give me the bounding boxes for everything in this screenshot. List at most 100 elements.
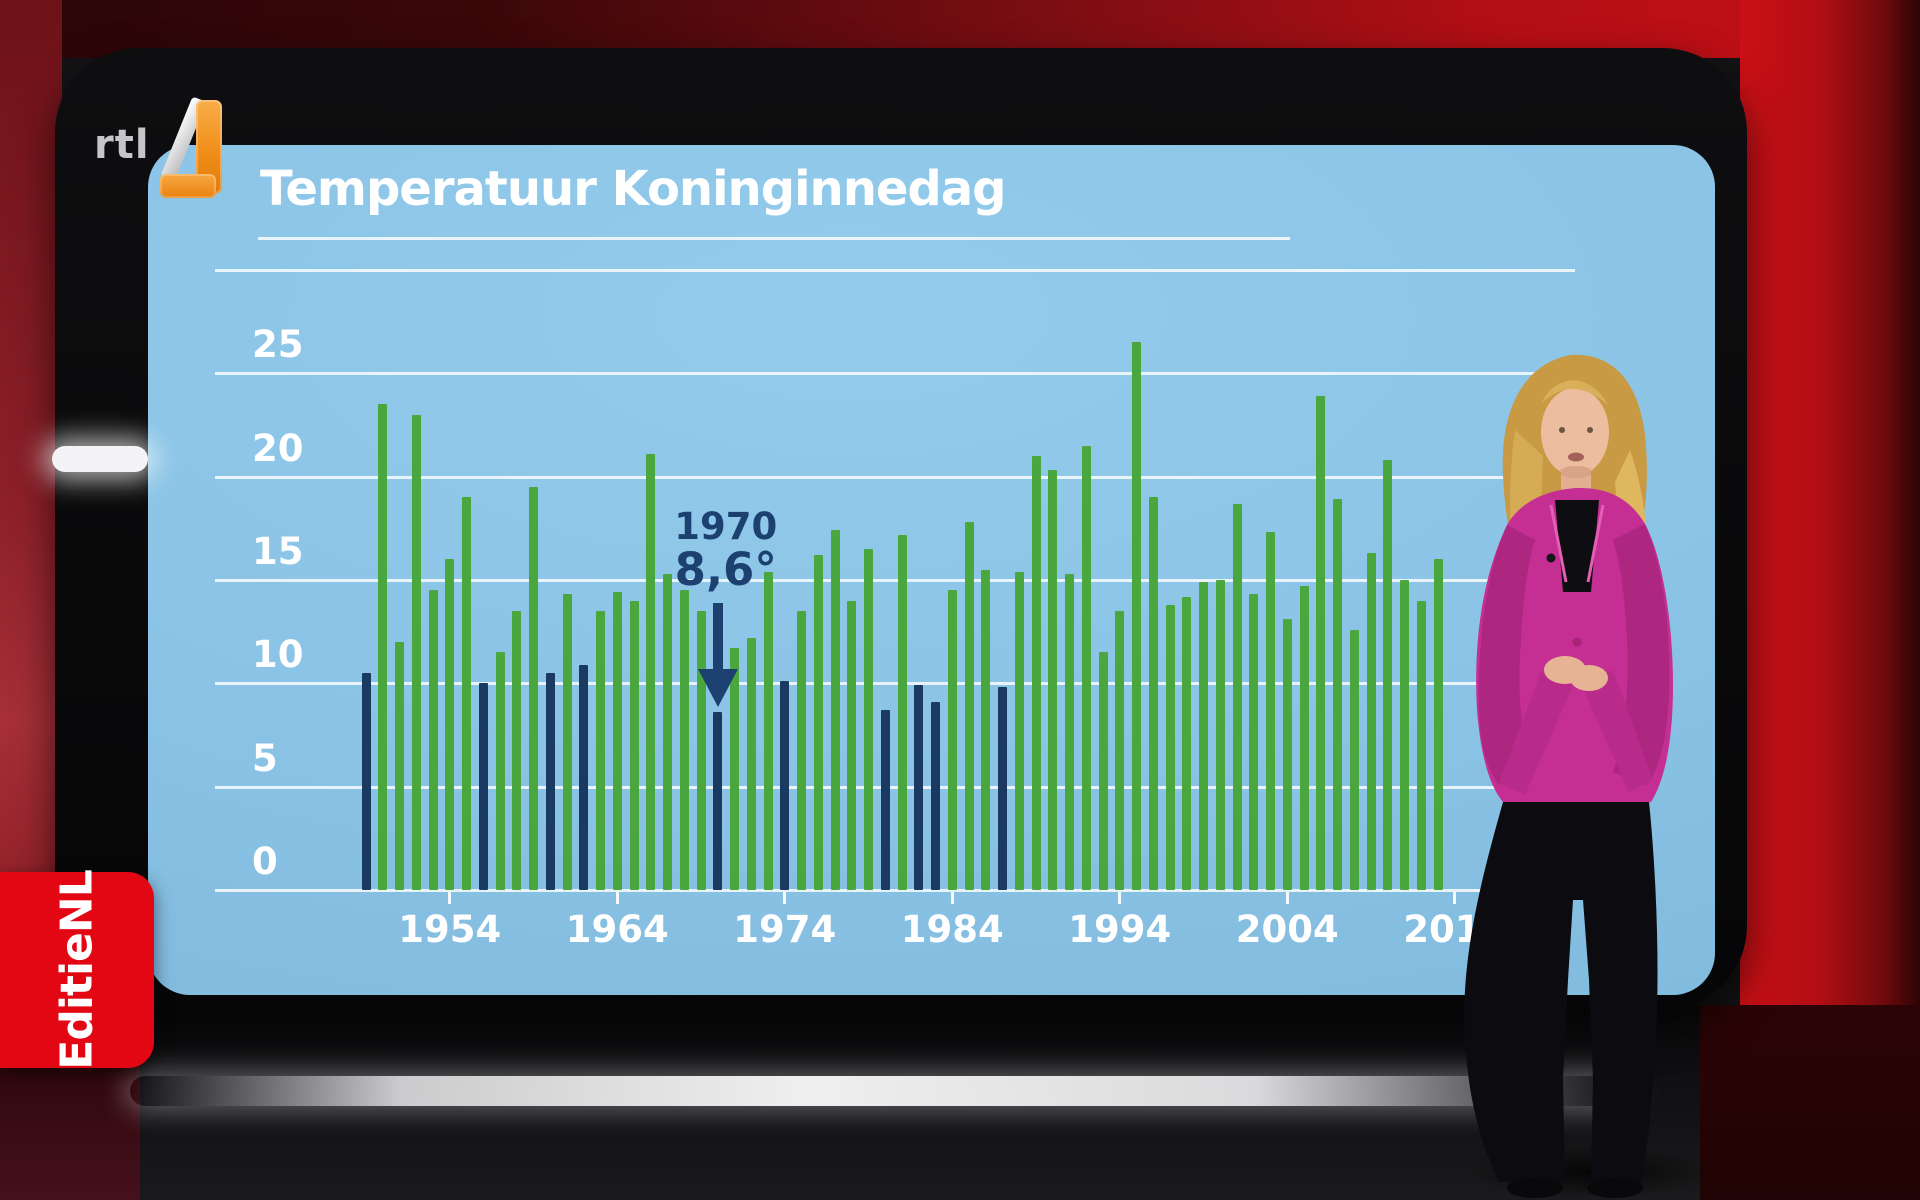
- x-axis-tick: [1453, 892, 1457, 904]
- temperature-bar: [512, 610, 522, 890]
- temperature-bar: [545, 672, 555, 890]
- temperature-bar: [696, 610, 706, 890]
- annotation-down-arrow-icon: [696, 603, 740, 711]
- temperature-bar: [1366, 553, 1376, 890]
- set-light-slit: [52, 446, 148, 472]
- chart-gridline: [215, 889, 1575, 892]
- temperature-bar: [947, 590, 957, 890]
- x-axis-tick: [950, 892, 954, 904]
- presenter-eye-right: [1587, 427, 1593, 433]
- temperature-bar: [931, 701, 940, 890]
- temperature-bar: [1400, 579, 1409, 890]
- temperature-bar: [1433, 559, 1443, 890]
- temperature-bar: [378, 404, 388, 890]
- temperature-bar: [529, 486, 538, 890]
- chart-gridline: [215, 578, 1575, 582]
- presenter-face: [1541, 388, 1609, 476]
- temperature-bar: [495, 652, 505, 890]
- temperature-bar: [445, 559, 455, 890]
- temperature-bar: [1148, 497, 1158, 890]
- presenter-shoe-right: [1587, 1178, 1643, 1198]
- temperature-bar: [813, 555, 823, 890]
- x-axis-label: 1954: [398, 908, 502, 951]
- presenter-blazer-button: [1572, 637, 1582, 647]
- temperature-bar: [462, 497, 471, 890]
- temperature-bar: [1115, 610, 1125, 890]
- temperature-bar: [847, 600, 857, 890]
- rtl4-digit-icon: [160, 96, 224, 200]
- chart-title: Temperatuur Koninginnedag: [260, 161, 1007, 217]
- x-axis-tick: [615, 892, 619, 904]
- temperature-bar: [780, 681, 790, 890]
- presenter-blazer-vneck: [1555, 500, 1599, 592]
- presenter-forearm-right: [1581, 670, 1653, 792]
- temperature-bar: [1249, 594, 1259, 890]
- videowall-screen: Temperatuur Koninginnedag 0 5 10 15 20 25 1954…: [148, 145, 1715, 995]
- temperature-bar: [1132, 342, 1141, 890]
- temperature-bar: [428, 590, 438, 890]
- x-axis-label: 1974: [733, 908, 837, 951]
- temperature-bar: [914, 685, 924, 890]
- presenter-arm-left: [1478, 525, 1535, 785]
- temperature-bar: [1282, 619, 1292, 890]
- temperature-bar: [1316, 396, 1326, 890]
- presenter-trousers: [1464, 802, 1658, 1182]
- presenter-microphone-icon: [1546, 553, 1556, 563]
- annotation-year-label: 1970: [674, 505, 778, 548]
- x-axis-label: 2004: [1235, 908, 1339, 951]
- presenter-chin-shadow: [1559, 466, 1593, 478]
- temperature-bar: [562, 594, 572, 890]
- temperature-bar: [1333, 499, 1342, 890]
- temperature-bar: [981, 569, 991, 890]
- temperature-bar: [1014, 571, 1024, 890]
- temperature-bar: [797, 610, 806, 890]
- presenter-lapel-right: [1586, 504, 1605, 583]
- temperature-bar: [897, 534, 907, 890]
- temperature-bar: [746, 637, 756, 890]
- temperature-bar: [1165, 604, 1175, 890]
- temperature-bar: [830, 530, 840, 890]
- y-axis-label: 20: [252, 426, 304, 470]
- editienl-badge: EditieNL: [0, 870, 154, 1070]
- temperature-bar: [629, 600, 639, 890]
- floor-light-strip: [130, 1076, 1630, 1106]
- temperature-bar: [730, 648, 739, 890]
- y-axis-label: 25: [252, 323, 304, 367]
- rtl4-horizontal-bar: [160, 174, 216, 198]
- studio-red-wall: [1740, 0, 1920, 1140]
- chart-gridline: [215, 682, 1575, 686]
- temperature-bar: [1065, 573, 1074, 890]
- temperature-bar: [1098, 652, 1108, 890]
- temperature-bar: [1031, 455, 1041, 890]
- temperature-bar: [612, 592, 622, 890]
- temperature-bar: [763, 571, 773, 890]
- temperature-bar: [596, 610, 605, 890]
- presenter-fringe: [1542, 380, 1608, 405]
- temperature-bar: [964, 522, 974, 890]
- presenter: [1464, 354, 1673, 1198]
- x-axis-label: 1994: [1068, 908, 1172, 951]
- temperature-bar: [679, 590, 689, 890]
- y-axis-label: 15: [252, 529, 304, 573]
- presenter-mouth: [1568, 452, 1584, 462]
- floor-red-reflection-right: [1700, 1005, 1920, 1200]
- temperature-bar: [663, 573, 672, 890]
- temperature-bar: [1266, 532, 1275, 890]
- temperature-bar: [646, 453, 656, 890]
- temperature-bar: [1081, 445, 1091, 890]
- temperature-bar: [864, 548, 873, 890]
- temperature-bar: [1199, 582, 1208, 890]
- presenter-shoe-left: [1507, 1178, 1563, 1198]
- title-underline: [258, 237, 1290, 240]
- presenter-forearm-left: [1499, 672, 1573, 795]
- presenter-eye-left: [1559, 427, 1565, 433]
- temperature-bar: [579, 664, 589, 890]
- chart-gridline: [215, 785, 1575, 789]
- chart-gridline: [215, 372, 1575, 376]
- presenter-hand-right: [1570, 665, 1608, 691]
- temperature-bar: [1349, 629, 1359, 890]
- temperature-bar: [395, 641, 404, 890]
- y-axis-label: 5: [252, 736, 278, 780]
- presenter-lapel-left: [1549, 504, 1568, 583]
